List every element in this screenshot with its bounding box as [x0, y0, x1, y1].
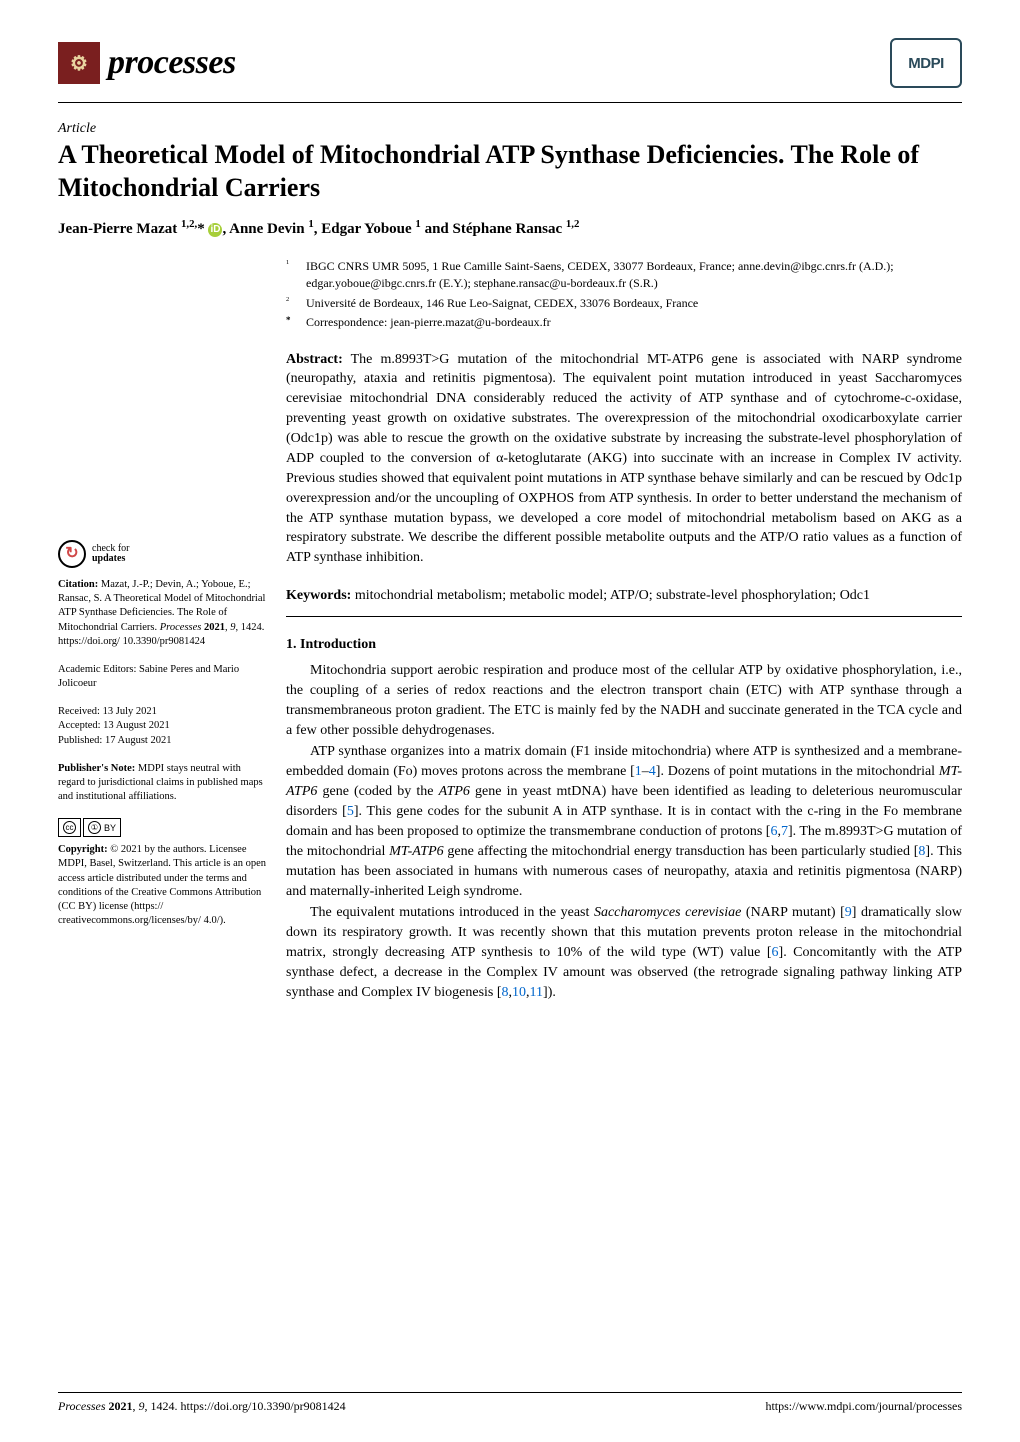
section-heading-intro: 1. Introduction: [286, 635, 962, 655]
intro-paragraph: The equivalent mutations introduced in t…: [286, 903, 962, 1002]
section-divider: [286, 616, 962, 617]
cc-license-badge: cc ①BY: [58, 818, 268, 837]
article-title: A Theoretical Model of Mitochondrial ATP…: [58, 139, 962, 204]
affiliation-row: 2 Université de Bordeaux, 146 Rue Leo-Sa…: [286, 295, 962, 312]
check-updates-badge[interactable]: ↻ check for updates: [58, 540, 268, 568]
accepted-date: Accepted: 13 August 2021: [58, 719, 268, 733]
footer-divider: [58, 1392, 962, 1393]
keywords-block: Keywords: mitochondrial metabolism; meta…: [286, 586, 962, 606]
dates-block: Received: 13 July 2021 Accepted: 13 Augu…: [58, 705, 268, 748]
journal-name: processes: [108, 44, 236, 82]
check-updates-text: check for updates: [92, 544, 129, 565]
abstract-text: The m.8993T>G mutation of the mitochondr…: [286, 352, 962, 566]
footer-right[interactable]: https://www.mdpi.com/journal/processes: [765, 1399, 962, 1414]
footer-left: Processes 2021, 9, 1424. https://doi.org…: [58, 1399, 346, 1414]
keywords-label: Keywords:: [286, 588, 351, 603]
affiliation-row: * Correspondence: jean-pierre.mazat@u-bo…: [286, 314, 962, 331]
citation-block: Citation: Mazat, J.-P.; Devin, A.; Yobou…: [58, 578, 268, 649]
editors-block: Academic Editors: Sabine Peres and Mario…: [58, 663, 268, 691]
authors-line: Jean-Pierre Mazat 1,2,* iD, Anne Devin 1…: [58, 218, 962, 238]
page-footer: Processes 2021, 9, 1424. https://doi.org…: [58, 1392, 962, 1414]
journal-icon: ⚙: [58, 42, 100, 84]
received-date: Received: 13 July 2021: [58, 705, 268, 719]
publisher-logo: MDPI: [890, 38, 962, 88]
refresh-icon: ↻: [58, 540, 86, 568]
keywords-text: mitochondrial metabolism; metabolic mode…: [351, 588, 870, 603]
article-type: Article: [58, 121, 962, 137]
abstract-block: Abstract: The m.8993T>G mutation of the …: [286, 350, 962, 569]
published-date: Published: 17 August 2021: [58, 734, 268, 748]
abstract-label: Abstract:: [286, 352, 343, 367]
copyright-block: Copyright: © 2021 by the authors. Licens…: [58, 843, 268, 928]
publisher-note: Publisher's Note: MDPI stays neutral wit…: [58, 762, 268, 805]
intro-paragraph: Mitochondria support aerobic respiration…: [286, 661, 962, 741]
affiliation-row: 1 IBGC CNRS UMR 5095, 1 Rue Camille Sain…: [286, 258, 962, 293]
intro-paragraph: ATP synthase organizes into a matrix dom…: [286, 742, 962, 901]
journal-logo: ⚙ processes: [58, 42, 236, 84]
affiliations-block: 1 IBGC CNRS UMR 5095, 1 Rue Camille Sain…: [286, 258, 962, 332]
